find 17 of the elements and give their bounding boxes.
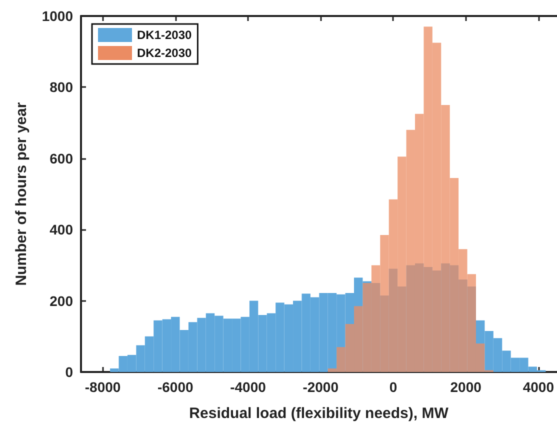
y-axis-title: Number of hours per year — [13, 102, 30, 286]
y-tick-label: 400 — [50, 222, 74, 238]
x-tick-label: -8000 — [84, 379, 121, 395]
y-tick-label: 800 — [50, 79, 74, 96]
y-tick-label: 1000 — [42, 8, 74, 24]
x-tick-label: 2000 — [450, 379, 482, 395]
y-tick-label: 0 — [65, 364, 74, 380]
x-axis-title: Residual load (flexibility needs), MW — [189, 405, 450, 422]
x-tick-label: -4000 — [230, 379, 266, 395]
legend-label: DK1-2030 — [137, 28, 192, 42]
legend-label: DK2-2030 — [137, 46, 192, 60]
y-tick-label: 600 — [50, 150, 74, 166]
x-tick-label: -6000 — [157, 379, 194, 395]
y-tick-label: 200 — [50, 292, 74, 309]
x-tick-label: -2000 — [302, 379, 339, 395]
x-tick-label: 0 — [389, 379, 398, 395]
x-tick-label: 4000 — [522, 379, 554, 395]
